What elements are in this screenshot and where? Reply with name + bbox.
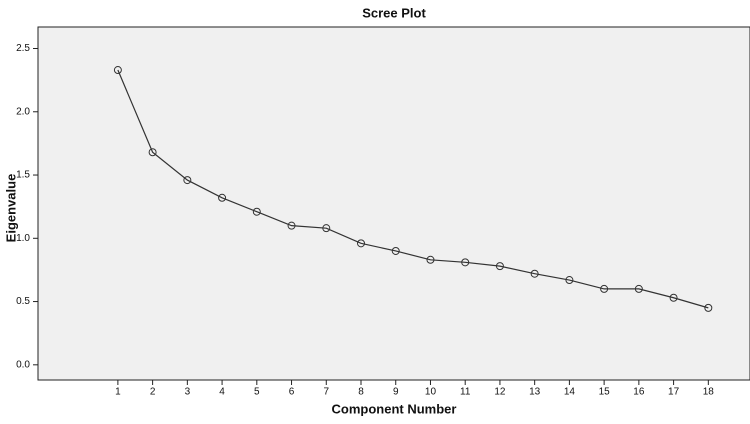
x-tick-label: 7 xyxy=(323,387,329,398)
y-tick-label: 2.5 xyxy=(16,43,30,54)
x-tick-label: 2 xyxy=(150,387,156,398)
x-tick-label: 11 xyxy=(460,387,471,398)
y-tick-label: 1.5 xyxy=(16,170,30,181)
x-tick-label: 12 xyxy=(494,387,506,398)
x-tick-label: 18 xyxy=(703,387,715,398)
y-tick-label: 0.0 xyxy=(16,359,30,370)
x-tick-label: 1 xyxy=(115,387,121,398)
x-tick-label: 16 xyxy=(633,387,645,398)
x-axis-label: Component Number xyxy=(332,401,457,416)
x-tick-label: 14 xyxy=(564,387,576,398)
chart: Scree Plot Component Number Eigenvalue 0… xyxy=(0,0,750,419)
x-tick-label: 13 xyxy=(529,387,541,398)
x-tick-label: 15 xyxy=(599,387,611,398)
x-tick-label: 9 xyxy=(393,387,399,398)
x-tick-label: 5 xyxy=(254,387,260,398)
x-tick-label: 4 xyxy=(219,387,225,398)
x-tick-label: 10 xyxy=(425,387,437,398)
plot-area xyxy=(38,27,750,380)
x-tick-label: 17 xyxy=(668,387,680,398)
x-tick-label: 3 xyxy=(185,387,191,398)
x-tick-label: 6 xyxy=(289,387,295,398)
y-tick-label: 1.0 xyxy=(16,233,30,244)
x-tick-label: 8 xyxy=(358,387,364,398)
y-tick-label: 2.0 xyxy=(16,106,30,117)
chart-title: Scree Plot xyxy=(362,5,426,20)
y-tick-label: 0.5 xyxy=(16,296,30,307)
